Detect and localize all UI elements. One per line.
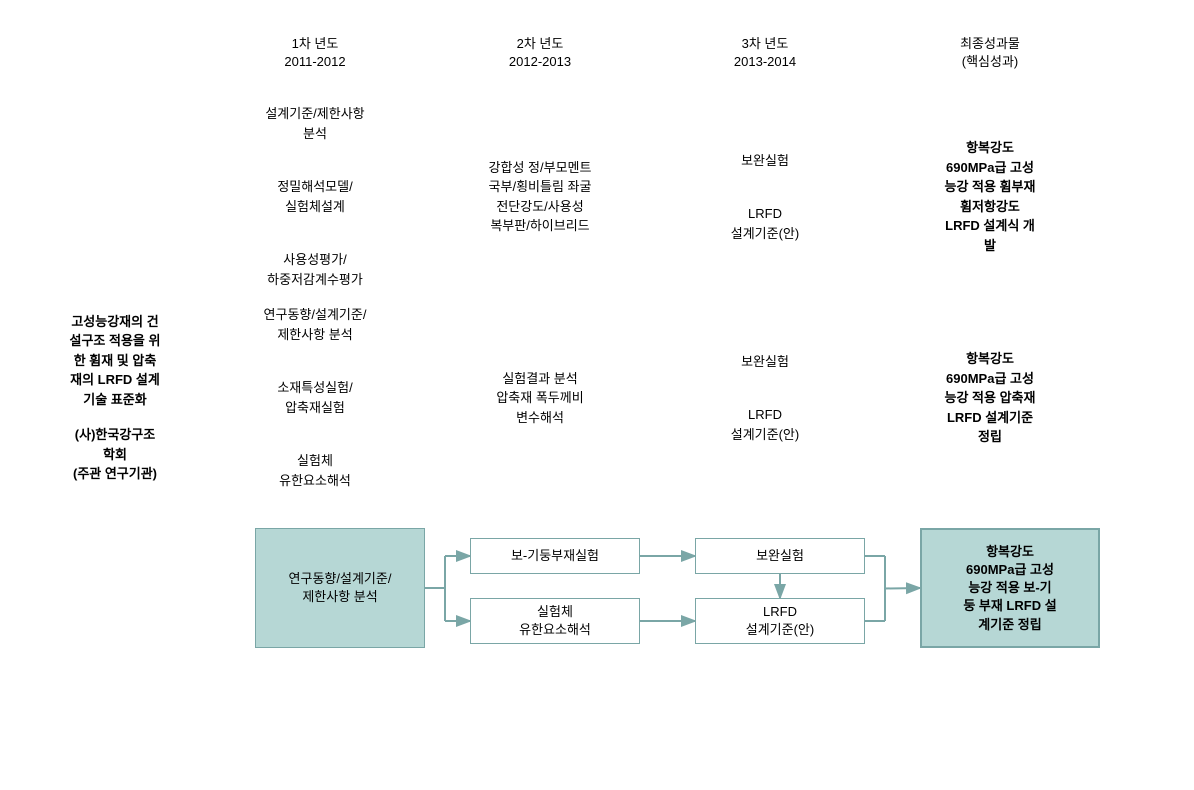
research-plan-table: 1차 년도 2011-2012 2차 년도 2012-2013 3차 년도 20… bbox=[40, 30, 1154, 498]
section1-col2: 강합성 정/부모멘트 국부/횡비틀림 좌굴 전단강도/사용성 복부판/하이브리드 bbox=[440, 96, 640, 297]
section1-col1: 설계기준/제한사항 분석 정밀해석모델/ 실험체설계 사용성평가/ 하중저감계수… bbox=[215, 96, 415, 297]
s2-c2: 실험결과 분석 압축재 폭두께비 변수해석 bbox=[440, 361, 640, 436]
header-year1-line1: 1차 년도 bbox=[215, 35, 415, 53]
s1-c1a: 설계기준/제한사항 분석 bbox=[215, 96, 415, 151]
project-org: (사)한국강구조 학회 (주관 연구기관) bbox=[40, 417, 190, 492]
flow-node-n2: 보-기둥부재실험 bbox=[470, 538, 640, 574]
header-year2-line2: 2012-2013 bbox=[440, 53, 640, 71]
s2-c1c: 실험체 유한요소해석 bbox=[215, 443, 415, 498]
section2-col4: 항복강도 690MPa급 고성 능강 적용 압축재 LRFD 설계기준 정립 bbox=[890, 297, 1090, 498]
section1-col4: 항복강도 690MPa급 고성 능강 적용 휨부재 휨저항강도 LRFD 설계식… bbox=[890, 96, 1090, 297]
section2-col1: 연구동향/설계기준/ 제한사항 분석 소재특성실험/ 압축재실험 실험체 유한요… bbox=[215, 297, 415, 498]
header-year3-line2: 2013-2014 bbox=[665, 53, 865, 71]
section2-col3: 보완실험 LRFD 설계기준(안) bbox=[665, 297, 865, 498]
flow-node-n6: 항복강도690MPa급 고성능강 적용 보-기둥 부재 LRFD 설계기준 정립 bbox=[920, 528, 1100, 648]
s1-c3b: LRFD 설계기준(안) bbox=[665, 196, 865, 251]
flowchart: 연구동향/설계기준/제한사항 분석 보-기둥부재실험실험체유한요소해석 보완실험 LR… bbox=[40, 528, 1154, 658]
flow-node-n5: LRFD설계기준(안) bbox=[695, 598, 865, 644]
header-year2: 2차 년도 2012-2013 bbox=[440, 30, 640, 96]
header-year3: 3차 년도 2013-2014 bbox=[665, 30, 865, 96]
s1-c4: 항복강도 690MPa급 고성 능강 적용 휨부재 휨저항강도 LRFD 설계식… bbox=[890, 130, 1090, 263]
s1-c1b: 정밀해석모델/ 실험체설계 bbox=[215, 169, 415, 224]
s1-c2: 강합성 정/부모멘트 국부/횡비틀림 좌굴 전단강도/사용성 복부판/하이브리드 bbox=[440, 150, 640, 244]
header-final-line1: 최종성과물 bbox=[890, 35, 1090, 53]
flow-node-n3: 실험체유한요소해석 bbox=[470, 598, 640, 644]
s1-c3a: 보완실험 bbox=[665, 143, 865, 179]
s1-c1c: 사용성평가/ 하중저감계수평가 bbox=[215, 242, 415, 297]
header-year1: 1차 년도 2011-2012 bbox=[215, 30, 415, 96]
flow-node-n4: 보완실험 bbox=[695, 538, 865, 574]
section1-col3: 보완실험 LRFD 설계기준(안) bbox=[665, 96, 865, 297]
left-label: 고성능강재의 건 설구조 적용을 위 한 휨재 및 압축 재의 LRFD 설계 … bbox=[40, 297, 190, 498]
flow-node-n1: 연구동향/설계기준/제한사항 분석 bbox=[255, 528, 425, 648]
section1-leftcol bbox=[40, 96, 190, 297]
header-year3-line1: 3차 년도 bbox=[665, 35, 865, 53]
s2-c3b: LRFD 설계기준(안) bbox=[665, 397, 865, 452]
header-final-line2: (핵심성과) bbox=[890, 53, 1090, 71]
header-blank bbox=[40, 30, 190, 96]
s2-c1a: 연구동향/설계기준/ 제한사항 분석 bbox=[215, 297, 415, 352]
s2-c3a: 보완실험 bbox=[665, 344, 865, 380]
header-year1-line2: 2011-2012 bbox=[215, 53, 415, 71]
section2-col2: 실험결과 분석 압축재 폭두께비 변수해석 bbox=[440, 297, 640, 498]
header-year2-line1: 2차 년도 bbox=[440, 35, 640, 53]
s2-c1b: 소재특성실험/ 압축재실험 bbox=[215, 370, 415, 425]
header-final: 최종성과물 (핵심성과) bbox=[890, 30, 1090, 96]
s2-c4: 항복강도 690MPa급 고성 능강 적용 압축재 LRFD 설계기준 정립 bbox=[890, 341, 1090, 455]
project-title: 고성능강재의 건 설구조 적용을 위 한 휨재 및 압축 재의 LRFD 설계 … bbox=[40, 304, 190, 418]
